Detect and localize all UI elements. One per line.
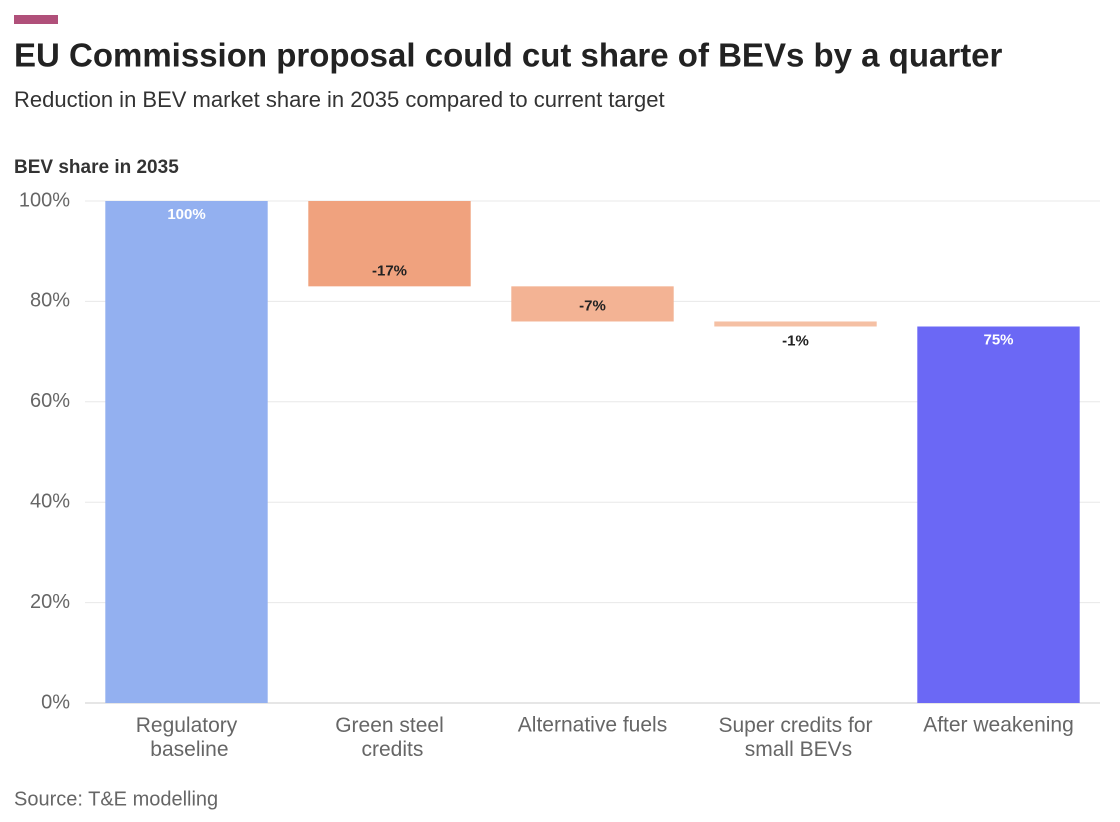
x-tick-label: Super credits for small BEVs bbox=[718, 714, 872, 761]
bar bbox=[105, 201, 268, 703]
value-label: 100% bbox=[167, 206, 205, 223]
y-axis-label: BEV share in 2035 bbox=[14, 157, 179, 178]
x-tick-label: Regulatory baseline bbox=[136, 714, 238, 761]
y-tick-label: 100% bbox=[19, 189, 70, 211]
bar bbox=[917, 326, 1080, 703]
y-tick-label: 60% bbox=[30, 390, 70, 412]
value-label: -17% bbox=[372, 262, 407, 279]
bar bbox=[308, 201, 471, 287]
y-tick-label: 0% bbox=[41, 691, 70, 713]
value-label: 75% bbox=[983, 331, 1013, 348]
chart-subtitle: Reduction in BEV market share in 2035 co… bbox=[14, 87, 665, 112]
source: Source: T&E modelling bbox=[14, 788, 218, 810]
chart-title: EU Commission proposal could cut share o… bbox=[14, 37, 1003, 74]
value-label: -1% bbox=[782, 332, 809, 349]
bar bbox=[511, 286, 674, 322]
y-tick-label: 20% bbox=[30, 591, 70, 613]
x-tick-label: After weakening bbox=[923, 714, 1074, 737]
accent-bar bbox=[14, 15, 58, 24]
value-label: -7% bbox=[579, 297, 606, 314]
x-tick-label: Alternative fuels bbox=[518, 714, 667, 737]
y-tick-label: 40% bbox=[30, 490, 70, 512]
y-tick-label: 80% bbox=[30, 290, 70, 312]
bar bbox=[714, 321, 877, 327]
x-tick-label: Green steel credits bbox=[335, 714, 444, 761]
